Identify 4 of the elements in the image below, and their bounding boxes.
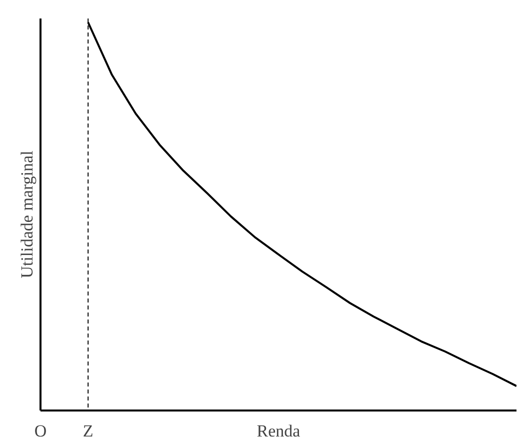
y-axis-title: Utilidade marginal — [18, 150, 36, 278]
x-tick-label: O — [34, 422, 47, 440]
x-axis-title: Renda — [256, 422, 301, 440]
x-tick-label: Z — [82, 422, 94, 440]
